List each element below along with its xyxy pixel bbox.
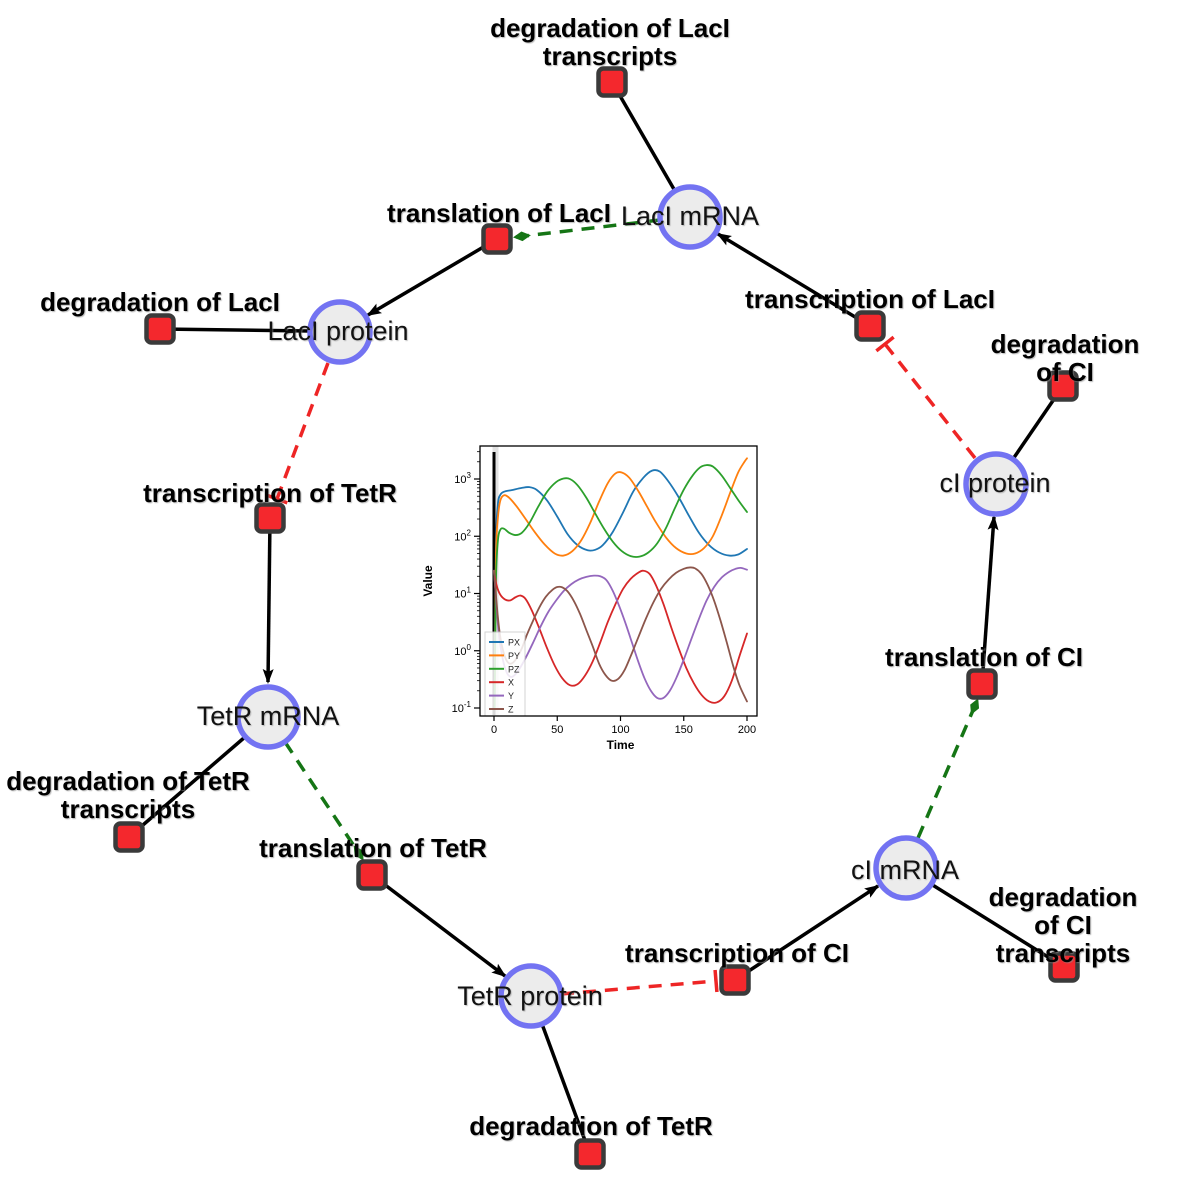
species-label-tetr-protein: TetR protein (457, 981, 603, 1011)
chart-xlabel: Time (607, 738, 635, 752)
species-node-ci-protein[interactable] (963, 451, 1029, 517)
chart-legend-box (484, 631, 526, 717)
edge-translation-ci-to-ci-protein (980, 515, 999, 685)
timeseries-inset-chart: 103 102 101 100 10-1 0 50 100 150 200 Time Value PX P… (421, 445, 758, 752)
chart-y-tick-label: 10-1 (452, 700, 472, 715)
chart-y-tick-label: 101 (454, 586, 471, 601)
reaction-node-translation-tetr[interactable] (356, 859, 388, 891)
chart-y-tick-label: 102 (454, 528, 471, 543)
edge-transcription-tetr-to-tetr-mrna (262, 517, 274, 684)
reaction-node-deg-ci[interactable] (1047, 370, 1079, 402)
reaction-label-deg-ci: degradation of CI (990, 329, 1140, 387)
chart-series-pz (493, 464, 748, 709)
chart-ylabel: Value (421, 565, 435, 597)
edge-laci-protein-to-deg-laci (159, 327, 311, 333)
reaction-label-transcription-laci: transcription of LacI (745, 284, 995, 314)
reaction-label-deg-tetr-transcripts: degradation of TetR transcripts (6, 766, 250, 824)
species-label-laci-mrna: LacI mRNA (620, 201, 760, 231)
reaction-node-translation-ci[interactable] (966, 668, 998, 700)
chart-series-py (493, 457, 748, 709)
reaction-label-deg-tetr: degradation of TetR (469, 1111, 713, 1141)
reaction-node-deg-laci-transcripts[interactable] (596, 66, 628, 98)
edge-ci-mrna-to-deg-ci-transcripts (930, 882, 1065, 969)
edge-tetr-mrna-to-deg-tetr-transcripts (127, 735, 247, 839)
reaction-label-deg-laci: degradation of LacI (40, 287, 280, 317)
species-node-laci-mrna[interactable] (657, 184, 723, 250)
edge-tetr-protein-inhibits-transcription-ci (560, 969, 719, 996)
chart-x-tick-label: 100 (611, 724, 629, 736)
edge-laci-mrna-modifies-translation-laci (513, 218, 661, 242)
reaction-node-deg-laci[interactable] (144, 313, 176, 345)
reaction-node-deg-tetr-transcripts[interactable] (113, 821, 145, 853)
species-node-laci-protein[interactable] (307, 299, 373, 365)
chart-plot-area (480, 446, 757, 716)
chart-legend-label-px: PX (508, 638, 520, 648)
edge-ci-protein-inhibits-transcription-laci (875, 335, 977, 460)
chart-border (479, 445, 758, 717)
edge-transcription-laci-to-laci-mrna (716, 232, 871, 328)
reaction-node-translation-laci[interactable] (481, 223, 513, 255)
reaction-node-transcription-laci[interactable] (854, 310, 886, 342)
chart-legend-label-x: X (508, 678, 514, 688)
reaction-node-transcription-tetr[interactable] (254, 502, 286, 534)
chart-x-tick-label: 50 (551, 724, 563, 736)
reaction-label-translation-laci: translation of LacI (387, 198, 611, 228)
chart-y-tick-label: 103 (454, 471, 471, 486)
chart-x-tick-label: 150 (675, 724, 693, 736)
species-node-tetr-mrna[interactable] (235, 684, 301, 750)
chart-series-x (493, 569, 748, 704)
chart-legend-label-pz: PZ (508, 664, 520, 674)
chart-x-tick-label: 0 (491, 724, 497, 736)
species-label-tetr-mrna: TetR mRNA (196, 701, 340, 731)
species-node-ci-mrna[interactable] (873, 835, 939, 901)
reaction-node-transcription-ci[interactable] (719, 964, 751, 996)
chart-legend-label-py: PY (508, 651, 520, 661)
species-label-ci-mrna: cI mRNA (851, 855, 959, 885)
reaction-label-translation-tetr: translation of TetR (259, 833, 487, 863)
edge-tetr-mrna-modifies-translation-tetr (283, 741, 364, 861)
species-node-tetr-protein[interactable] (498, 963, 564, 1029)
species-label-laci-protein: LacI protein (267, 316, 409, 346)
edge-transcription-ci-to-ci-mrna (734, 884, 880, 982)
edge-translation-tetr-to-tetr-protein (370, 873, 507, 978)
reaction-node-deg-ci-transcripts[interactable] (1048, 951, 1080, 983)
reaction-label-transcription-tetr: transcription of TetR (143, 478, 397, 508)
chart-y-tick-label: 100 (454, 643, 471, 658)
chart-legend-label-z: Z (508, 705, 514, 715)
reaction-label-transcription-ci: transcription of CI (625, 938, 849, 968)
edge-ci-mrna-modifies-translation-ci (916, 698, 980, 839)
edge-tetr-protein-to-deg-tetr (540, 1023, 592, 1155)
reaction-label-deg-ci-transcripts: degradation of CI transcripts (988, 882, 1138, 968)
reaction-node-deg-tetr[interactable] (574, 1138, 606, 1170)
edge-translation-laci-to-laci-protein (366, 237, 498, 317)
chart-legend-label-y: Y (508, 691, 514, 701)
chart-series-px (493, 469, 748, 709)
species-label-ci-protein: cI protein (939, 468, 1051, 498)
edge-laci-mrna-to-deg-laci-transcripts (610, 81, 677, 192)
edge-laci-protein-inhibits-transcription-tetr (266, 362, 330, 505)
chart-x-tick-label: 200 (738, 724, 756, 736)
reaction-label-deg-laci-transcripts: degradation of LacI transcripts (490, 13, 730, 71)
reaction-label-translation-ci: translation of CI (885, 642, 1083, 672)
